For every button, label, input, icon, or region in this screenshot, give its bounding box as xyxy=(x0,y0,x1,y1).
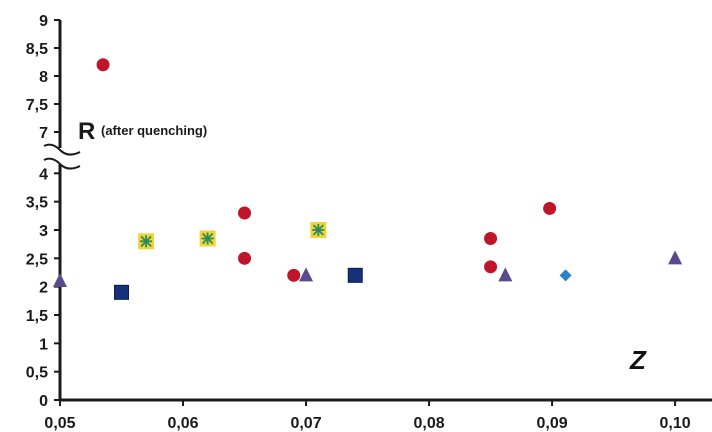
data-point-triangle xyxy=(299,267,314,282)
data-point-circle xyxy=(484,231,498,245)
y-axis-label-main: R xyxy=(78,118,95,145)
y-tick-label: 8 xyxy=(39,69,48,86)
y-tick-label: 1,5 xyxy=(26,308,48,325)
data-point-triangle xyxy=(668,250,683,265)
data-point-diamond xyxy=(559,269,572,282)
y-tick-label: 8,5 xyxy=(26,41,48,58)
data-point-star-square xyxy=(310,221,327,238)
data-point-triangle xyxy=(498,267,513,282)
y-tick-label: 7,5 xyxy=(26,97,48,114)
axis-break-mark-top xyxy=(43,143,81,156)
chart-axes xyxy=(43,20,712,402)
data-point-circle xyxy=(287,268,301,282)
data-point-square xyxy=(347,267,363,283)
y-tick-label: 2,5 xyxy=(26,251,48,268)
y-tick-label: 9 xyxy=(39,13,48,30)
x-tick-label: 0,10 xyxy=(660,415,691,432)
y-tick-label: 7 xyxy=(39,125,48,142)
y-tick-label: 3 xyxy=(39,223,48,240)
x-axis-label: Z xyxy=(629,345,647,375)
data-point-circle xyxy=(238,251,252,265)
data-point-circle xyxy=(238,206,252,220)
y-tick-label: 3,5 xyxy=(26,195,48,212)
data-point-star-square xyxy=(199,230,216,247)
data-point-square xyxy=(114,284,130,300)
x-tick-label: 0,09 xyxy=(537,415,568,432)
chart-ticks: 0,05 0,06 0,07 0,08 0,09 0,10 0 0,5 1 1,5 2 2,5 3 3,5… xyxy=(26,13,691,432)
y-axis-label-sub: (after quenching) xyxy=(101,123,207,138)
x-tick-label: 0,05 xyxy=(44,415,75,432)
y-tick-label: 4 xyxy=(39,166,48,183)
data-point-circle xyxy=(96,58,110,72)
x-tick-label: 0,07 xyxy=(290,415,321,432)
data-point-circle xyxy=(543,201,557,215)
data-point-circle xyxy=(484,260,498,274)
y-tick-label: 0,5 xyxy=(26,365,48,382)
x-tick-label: 0,06 xyxy=(167,415,198,432)
y-tick-label: 0 xyxy=(39,393,48,410)
data-point-star-square xyxy=(138,233,155,250)
chart-points xyxy=(53,58,683,300)
y-tick-label: 2 xyxy=(39,280,48,297)
data-point-triangle xyxy=(53,272,67,287)
y-tick-label: 1 xyxy=(39,336,48,353)
x-tick-label: 0,08 xyxy=(413,415,444,432)
axis-break-mark-bottom xyxy=(43,157,81,170)
